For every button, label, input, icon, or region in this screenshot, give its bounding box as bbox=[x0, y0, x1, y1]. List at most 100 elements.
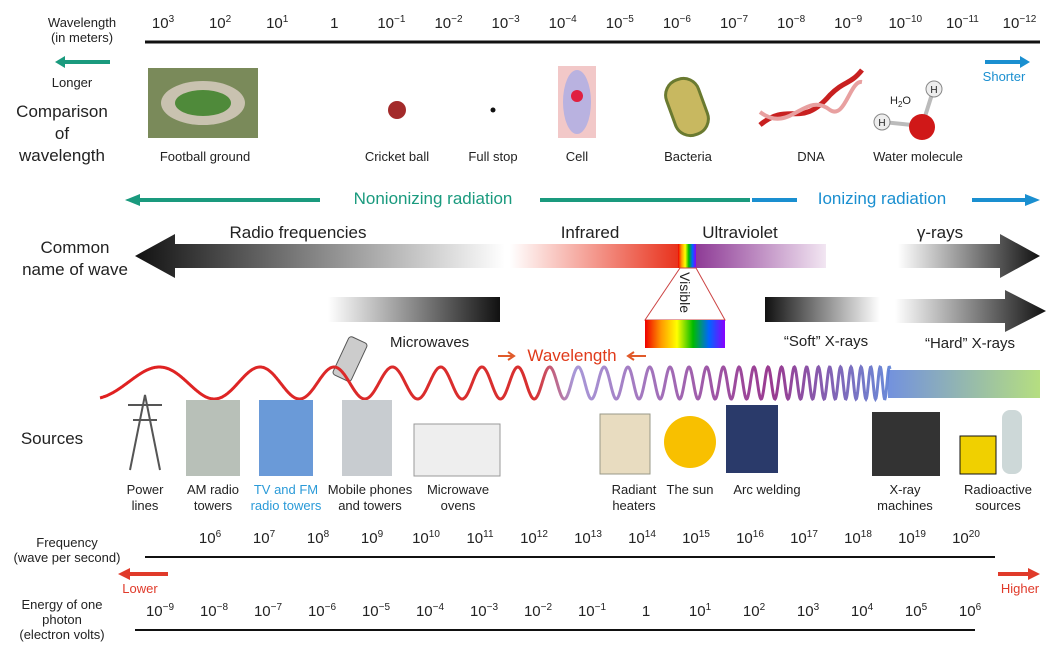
source-line: TV and FM bbox=[254, 482, 318, 497]
tick-exponent: −3 bbox=[508, 14, 520, 25]
lower-arrow bbox=[118, 568, 168, 580]
source-line: Arc welding bbox=[733, 482, 800, 497]
sources-label: Sources bbox=[21, 429, 83, 448]
wave bbox=[100, 367, 890, 399]
tick-base: 10 bbox=[682, 530, 699, 547]
oxygen-atom bbox=[909, 114, 935, 140]
tick-label: 1018 bbox=[844, 529, 872, 547]
tick-base: 10 bbox=[466, 530, 483, 547]
tick-base: 10 bbox=[905, 603, 922, 620]
tick-label: 10−6 bbox=[663, 14, 692, 32]
tick-exponent: −2 bbox=[451, 14, 463, 25]
mobile-tower-icon bbox=[342, 400, 392, 476]
tick-label: 10−5 bbox=[362, 602, 391, 620]
tick-base: 10 bbox=[308, 603, 325, 620]
wavelength-axis-label: Wavelength(in meters) bbox=[48, 15, 116, 45]
source-line: heaters bbox=[612, 498, 656, 513]
tick-base: 10 bbox=[199, 530, 216, 547]
tick-exponent: −7 bbox=[737, 14, 749, 25]
tick-exponent: −7 bbox=[271, 602, 283, 613]
tick-label: 102 bbox=[743, 602, 766, 620]
tick-label: 1012 bbox=[520, 529, 548, 547]
tick-exponent: 10 bbox=[429, 529, 441, 540]
spectrum-diagram: Wavelength(in meters) Longer Shorter Com… bbox=[0, 0, 1046, 648]
ultraviolet-band bbox=[696, 244, 826, 268]
formula: H2O bbox=[890, 95, 911, 109]
tick-label: 106 bbox=[959, 602, 982, 620]
tick-base: 10 bbox=[377, 15, 394, 32]
source-line: sources bbox=[975, 498, 1021, 513]
tick-exponent: −6 bbox=[680, 14, 692, 25]
source-line: Mobile phones bbox=[328, 482, 413, 497]
tick-label: 1019 bbox=[898, 529, 926, 547]
tick-base: 10 bbox=[524, 603, 541, 620]
source-line: lines bbox=[132, 498, 159, 513]
longer-arrow bbox=[55, 56, 110, 68]
tick-exponent: −9 bbox=[851, 14, 863, 25]
tick-label: 1011 bbox=[466, 529, 494, 547]
visible-spectrum bbox=[645, 320, 725, 348]
ionizing-line bbox=[752, 198, 797, 202]
tick-base: 10 bbox=[606, 15, 623, 32]
tick-exponent: 14 bbox=[645, 529, 657, 540]
tick-exponent: 2 bbox=[226, 14, 232, 25]
tick-exponent: −11 bbox=[963, 14, 980, 25]
tick-exponent: 5 bbox=[922, 602, 928, 613]
higher-arrow bbox=[998, 568, 1040, 580]
tick-exponent: −1 bbox=[595, 602, 607, 613]
tick-base: 10 bbox=[797, 603, 814, 620]
tick-base: 10 bbox=[743, 603, 760, 620]
tick-label: 10−9 bbox=[146, 602, 175, 620]
tick-label: 106 bbox=[199, 529, 222, 547]
am-tower-icon bbox=[186, 400, 240, 476]
source-line: AM radio bbox=[187, 482, 239, 497]
tick-label: 104 bbox=[851, 602, 874, 620]
visible-label: Visible bbox=[677, 272, 693, 313]
tick-label: 105 bbox=[905, 602, 928, 620]
tick-label: 10−4 bbox=[416, 602, 445, 620]
gamma-label: γ-rays bbox=[917, 223, 963, 242]
tick-base: 10 bbox=[851, 603, 868, 620]
tick-base: 10 bbox=[663, 15, 680, 32]
tick-base: 10 bbox=[946, 15, 963, 32]
tick-label: 1017 bbox=[790, 529, 818, 547]
infrared-band bbox=[510, 244, 680, 268]
tick-exponent: −4 bbox=[433, 602, 445, 613]
tick-base: 10 bbox=[1003, 15, 1020, 32]
tick-base: 10 bbox=[307, 530, 324, 547]
tick-exponent: −9 bbox=[163, 602, 175, 613]
hard-xray-label: “Hard” X-rays bbox=[925, 335, 1015, 352]
tick-exponent: 7 bbox=[270, 529, 276, 540]
tick-label: 10−7 bbox=[254, 602, 283, 620]
tick-base: 10 bbox=[777, 15, 794, 32]
tick-base: 10 bbox=[152, 15, 169, 32]
tick-label: 10−2 bbox=[434, 14, 463, 32]
tick-exponent: −5 bbox=[379, 602, 391, 613]
tick-label: 103 bbox=[797, 602, 820, 620]
tick-exponent: 18 bbox=[861, 529, 873, 540]
wavelength-marker-label: Wavelength bbox=[527, 346, 616, 365]
tick-label: 10−1 bbox=[578, 602, 607, 620]
tick-exponent: −2 bbox=[541, 602, 553, 613]
tv-tower-icon bbox=[259, 400, 313, 476]
tick-exponent: −3 bbox=[487, 602, 499, 613]
tick-label: 10−9 bbox=[834, 14, 863, 32]
tick-base: 10 bbox=[266, 15, 283, 32]
tick-label: 10−4 bbox=[549, 14, 578, 32]
tick-exponent: 6 bbox=[976, 602, 982, 613]
comparison-item: DNA bbox=[797, 149, 825, 164]
source-icons bbox=[128, 395, 1022, 476]
tick-label: 10−12 bbox=[1003, 14, 1037, 32]
source-line: Radioactive bbox=[964, 482, 1032, 497]
tick-exponent: 8 bbox=[324, 529, 330, 540]
tick-label: 107 bbox=[253, 529, 276, 547]
ionizing-label: Ionizing radiation bbox=[818, 189, 947, 208]
tick-label: 10−6 bbox=[308, 602, 337, 620]
tick-exponent: 20 bbox=[969, 529, 981, 540]
tick-base: 10 bbox=[952, 530, 969, 547]
tick-base: 10 bbox=[362, 603, 379, 620]
source-line: Radiant bbox=[612, 482, 657, 497]
tick-label: 1016 bbox=[736, 529, 764, 547]
